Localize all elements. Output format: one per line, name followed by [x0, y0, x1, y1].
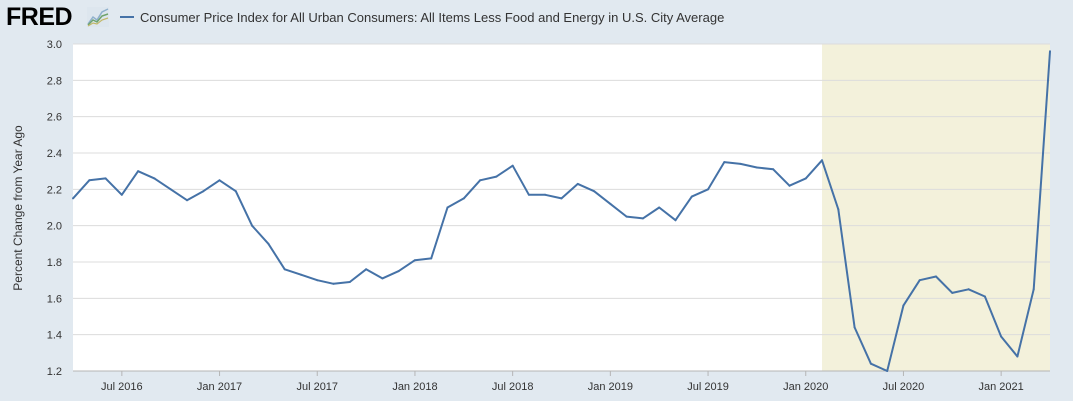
data-point	[641, 217, 644, 220]
y-tick-label: 2.2	[47, 184, 62, 196]
data-point	[104, 177, 107, 180]
x-tick-label: Jan 2020	[783, 381, 828, 393]
y-tick-label: 1.4	[47, 330, 62, 342]
y-tick-label: 3.0	[47, 39, 62, 51]
y-tick-label: 2.4	[47, 148, 62, 160]
data-point	[446, 206, 449, 209]
y-tick-label: 1.8	[47, 257, 62, 269]
data-point	[983, 295, 986, 298]
data-point	[886, 370, 889, 372]
chart-legend[interactable]: Consumer Price Index for All Urban Consu…	[120, 8, 724, 26]
data-point	[381, 277, 384, 280]
data-point	[234, 190, 237, 193]
data-point	[267, 242, 270, 245]
data-point	[593, 190, 596, 193]
data-point	[804, 177, 807, 180]
y-tick-label: 2.6	[47, 112, 62, 124]
data-point	[821, 159, 823, 162]
data-point	[869, 362, 872, 365]
data-point	[348, 281, 351, 283]
data-point	[935, 275, 937, 278]
data-point	[332, 282, 335, 285]
y-axis-label: Percent Change from Year Ago	[11, 125, 25, 291]
data-point	[739, 162, 742, 165]
fred-logo[interactable]: FRED	[6, 3, 73, 31]
data-point	[300, 273, 302, 276]
legend-swatch	[120, 16, 134, 18]
data-point	[723, 161, 726, 164]
data-point	[88, 179, 91, 182]
data-point	[837, 208, 840, 211]
x-tick-label: Jan 2021	[979, 381, 1024, 393]
x-tick-label: Jan 2019	[588, 381, 633, 393]
data-point	[1000, 335, 1003, 338]
legend-series-label: Consumer Price Index for All Urban Consu…	[140, 9, 725, 25]
data-point	[918, 279, 921, 282]
data-point	[690, 195, 693, 198]
data-point	[967, 288, 970, 291]
data-point	[218, 179, 221, 182]
x-tick-label: Jan 2017	[197, 381, 242, 393]
data-point	[755, 166, 758, 169]
data-point	[625, 215, 628, 218]
data-point	[283, 268, 286, 271]
x-tick-label: Jul 2017	[296, 381, 338, 393]
y-tick-label: 2.0	[47, 221, 62, 233]
data-point	[674, 219, 677, 222]
data-point	[316, 279, 319, 282]
data-point	[137, 170, 140, 173]
data-point	[788, 184, 791, 187]
data-point	[772, 168, 775, 171]
data-point	[1049, 50, 1051, 53]
data-point	[479, 179, 482, 182]
data-point	[413, 259, 416, 262]
y-tick-label: 1.6	[47, 293, 62, 305]
data-point	[430, 257, 433, 260]
chart-header: FRED Consumer Price Index for All Urban …	[0, 0, 1073, 36]
data-point	[153, 177, 156, 180]
data-point	[707, 188, 710, 191]
x-tick-label: Jul 2020	[883, 381, 925, 393]
recession-shading	[822, 44, 1050, 371]
x-tick-label: Jul 2016	[101, 381, 143, 393]
data-point	[658, 206, 661, 209]
y-tick-label: 2.8	[47, 75, 62, 87]
data-point	[609, 202, 612, 205]
data-point	[576, 182, 579, 185]
data-point	[251, 224, 254, 227]
x-tick-label: Jan 2018	[392, 381, 437, 393]
data-point	[186, 199, 188, 202]
fred-line-graph-icon	[87, 7, 109, 27]
data-point	[120, 193, 123, 196]
data-point	[951, 291, 954, 294]
data-point	[169, 188, 172, 191]
data-point	[902, 304, 905, 307]
data-point	[511, 164, 514, 167]
data-point	[544, 193, 547, 196]
axis-ticks: 1.2 1.4 1.6 1.8 2.0 2.2 2.4 2.6 2.8 3.0 Jul 2016 Ja…	[47, 39, 1024, 393]
data-point	[365, 268, 368, 271]
y-tick-label: 1.2	[47, 366, 62, 378]
x-tick-label: Jul 2018	[492, 381, 534, 393]
data-point	[560, 197, 563, 200]
data-point	[495, 175, 498, 178]
data-point	[853, 326, 856, 329]
data-point	[527, 193, 530, 196]
data-point	[1032, 288, 1035, 291]
data-point	[462, 197, 465, 200]
data-point	[1016, 355, 1019, 358]
data-point	[202, 190, 205, 193]
x-tick-label: Jul 2019	[687, 381, 729, 393]
data-point	[72, 197, 74, 200]
plot-area	[72, 43, 1051, 372]
data-point	[397, 270, 400, 273]
